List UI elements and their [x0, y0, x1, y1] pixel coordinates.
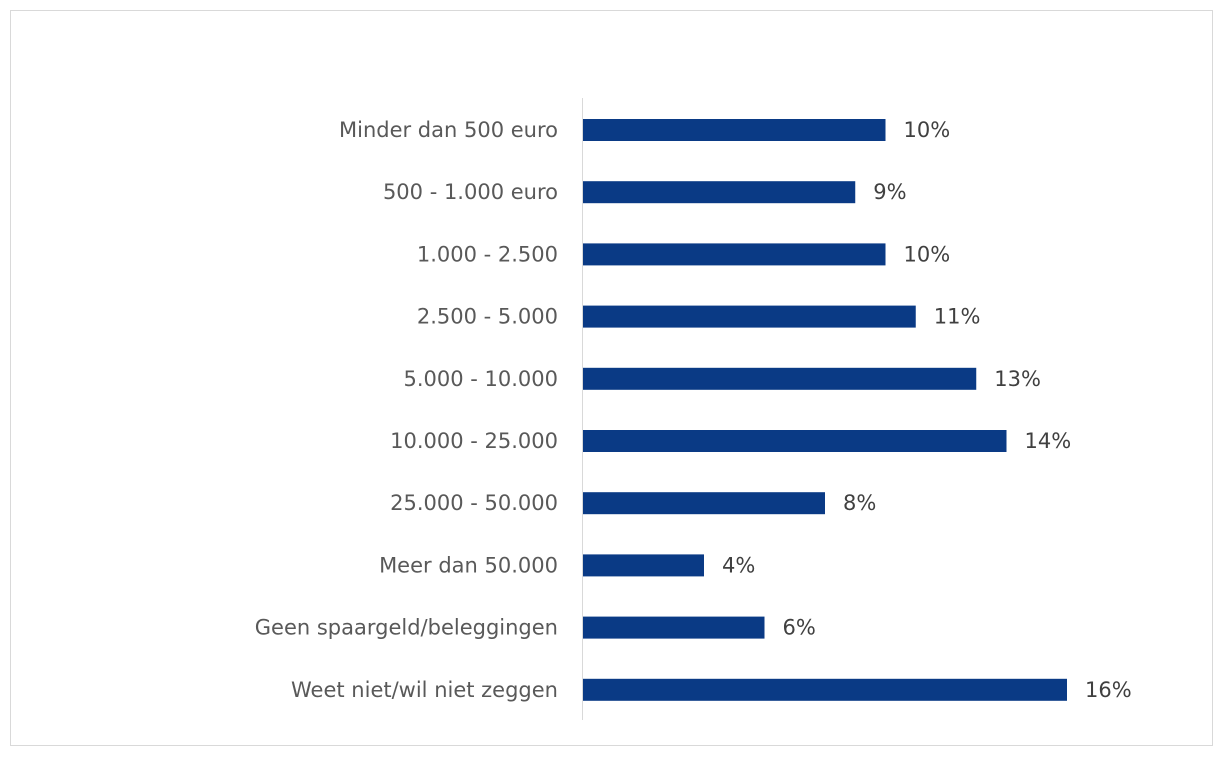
value-label: 6% [783, 616, 816, 640]
value-label: 8% [843, 491, 876, 515]
bar [583, 181, 856, 204]
bar [583, 305, 916, 328]
bar [583, 678, 1067, 701]
category-label: 5.000 - 10.000 [403, 367, 558, 391]
category-label: Meer dan 50.000 [379, 553, 558, 577]
category-label: Minder dan 500 euro [339, 118, 558, 142]
category-label: 500 - 1.000 euro [383, 180, 558, 204]
bar [583, 554, 704, 577]
value-label: 4% [722, 553, 755, 577]
bar [583, 119, 886, 141]
bar [583, 367, 977, 390]
category-label: Weet niet/wil niet zeggen [291, 678, 558, 702]
value-label: 11% [934, 305, 981, 329]
category-label: 2.500 - 5.000 [417, 305, 558, 329]
value-label: 10% [904, 118, 951, 142]
bar [583, 492, 825, 515]
value-label: 9% [873, 180, 906, 204]
value-label: 10% [904, 242, 951, 266]
value-label: 14% [1025, 429, 1072, 453]
value-label: 13% [994, 367, 1041, 391]
bar [583, 616, 765, 639]
bar [583, 430, 1007, 452]
category-label: 25.000 - 50.000 [390, 491, 558, 515]
value-label: 16% [1085, 678, 1132, 702]
bar [583, 243, 886, 266]
category-label: 10.000 - 25.000 [390, 429, 558, 453]
category-label: 1.000 - 2.500 [417, 242, 558, 266]
category-label: Geen spaargeld/beleggingen [255, 616, 558, 640]
